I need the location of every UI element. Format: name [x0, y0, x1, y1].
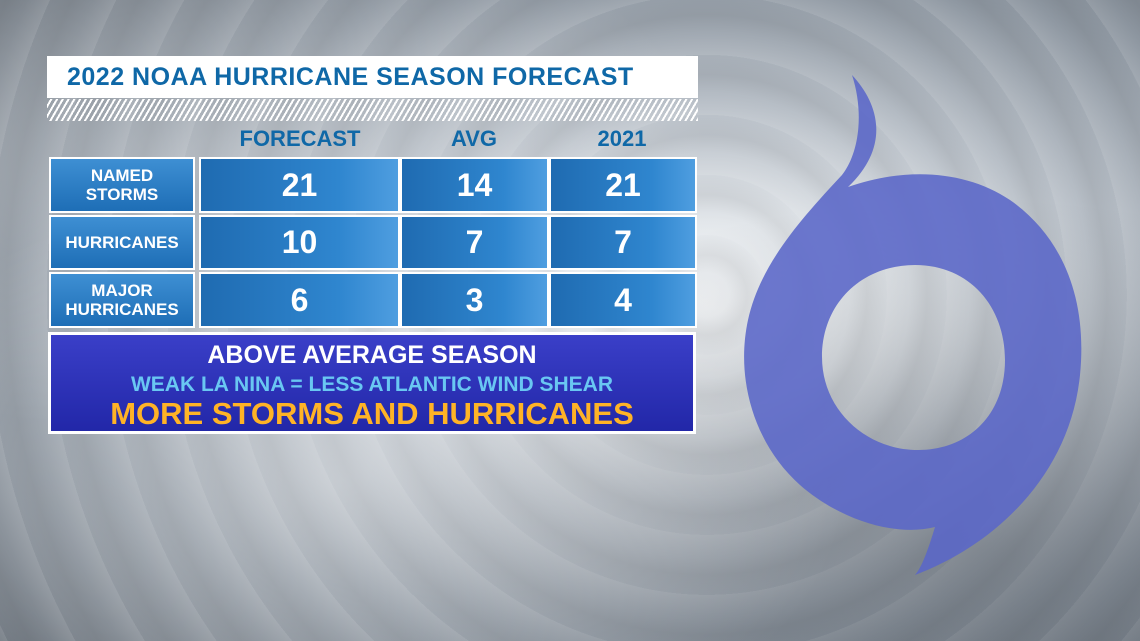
row-label-hurricanes: HURRICANES [49, 215, 195, 270]
title-bar: 2022 NOAA HURRICANE SEASON FORECAST [47, 56, 698, 98]
cell-named-storms-avg: 14 [400, 157, 549, 213]
summary-box: ABOVE AVERAGE SEASON WEAK LA NINA = LESS… [48, 332, 696, 434]
summary-headline: ABOVE AVERAGE SEASON [207, 341, 537, 369]
cell-major-hurricanes-2021: 4 [549, 272, 697, 328]
row-label-line: STORMS [85, 185, 159, 204]
cell-hurricanes-avg: 7 [400, 215, 549, 270]
summary-reason: WEAK LA NINA = LESS ATLANTIC WIND SHEAR [130, 373, 613, 396]
row-label-major-hurricanes: MAJOR HURRICANES [49, 272, 195, 328]
summary-outcome: MORE STORMS AND HURRICANES [110, 396, 634, 431]
page-title: 2022 NOAA HURRICANE SEASON FORECAST [67, 62, 634, 91]
cell-named-storms-forecast: 21 [199, 157, 400, 213]
cell-named-storms-2021: 21 [549, 157, 697, 213]
row-label-line: HURRICANES [65, 233, 179, 252]
title-stripes [47, 99, 698, 121]
hurricane-icon [744, 75, 1082, 575]
row-label-line: NAMED [90, 166, 154, 185]
column-header-2021: 2021 [597, 126, 647, 151]
cell-major-hurricanes-avg: 3 [400, 272, 549, 328]
column-header-avg: AVG [450, 126, 498, 151]
row-label-named-storms: NAMED STORMS [49, 157, 195, 213]
cell-hurricanes-forecast: 10 [199, 215, 400, 270]
cell-major-hurricanes-forecast: 6 [199, 272, 400, 328]
row-label-line: HURRICANES [65, 300, 179, 319]
cell-hurricanes-2021: 7 [549, 215, 697, 270]
row-label-line: MAJOR [91, 281, 153, 300]
column-header-forecast: FORECAST [239, 126, 361, 151]
